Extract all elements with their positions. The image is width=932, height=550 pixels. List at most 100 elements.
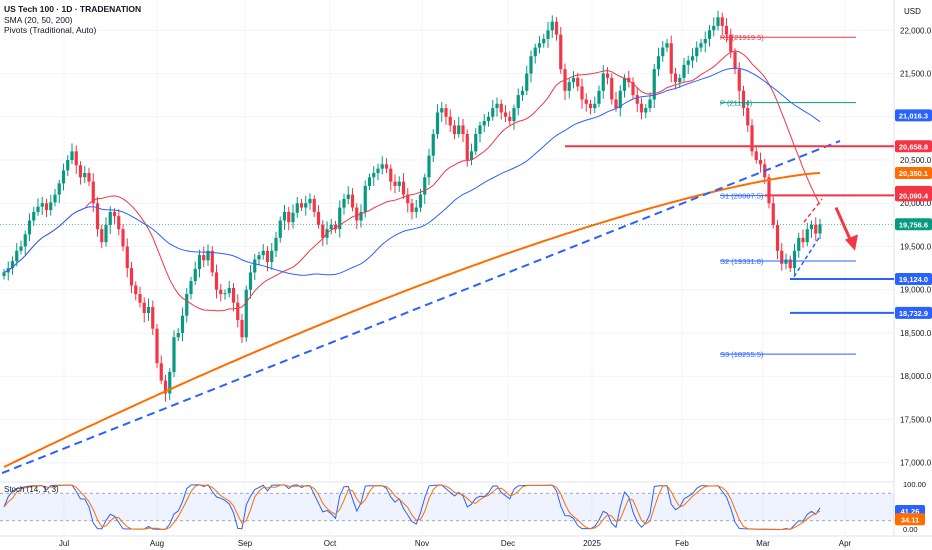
candle-body [240,320,244,338]
candle-body [724,25,729,35]
time-tick-label: 2025 [583,539,601,548]
candle-body [397,181,401,186]
candle-body [274,237,278,251]
candle-body [665,43,669,48]
stoch-d-line [3,484,821,531]
candle-body [36,206,40,212]
sma-legend: SMA (20, 50, 200) [4,14,73,25]
candle-body [376,168,380,173]
candle-body [567,82,571,91]
candle-body [529,56,533,74]
candle-body [287,211,291,223]
candle-body [146,307,151,314]
candle-body [219,289,223,295]
candles [2,10,822,402]
candle-body [712,25,716,31]
candle-body [444,108,448,117]
price-badge-bg [895,140,932,153]
candle-body [516,95,520,109]
candle-body [818,224,822,234]
candle-body [410,203,414,212]
price-tick-label: 20,500.0 [900,156,932,165]
candle-body [227,288,231,294]
candle-body [452,125,457,135]
price-tick-label: 17,000.0 [900,459,932,468]
candle-body [576,77,580,87]
candle-body [656,56,661,70]
candle-body [571,77,576,83]
candle-body [707,30,712,39]
time-tick-label: Jul [59,539,69,548]
candle-body [380,164,384,169]
candle-body [720,17,724,26]
candle-body [176,332,180,338]
candle-body [206,250,210,261]
price-tick-label: 18,000.0 [900,372,932,381]
candle-body [172,337,176,372]
price-badge-bg [895,166,932,179]
candle-body [265,250,270,263]
candle-body [159,363,163,381]
time-tick-label: Aug [150,539,164,548]
candle-body [593,103,597,109]
candle-body [223,293,227,295]
candle-body [614,99,618,109]
candle-body [750,125,754,152]
time-tick-label: Mar [756,539,770,548]
candle-body [355,207,359,221]
candle-body [584,99,588,104]
candle-body [622,77,627,91]
candle-body [401,181,406,195]
candle-body [214,272,219,290]
candle-body [525,73,529,91]
candle-body [304,203,308,208]
candle-body [329,224,333,230]
trendline-dashed [1,140,841,475]
candle-body [49,202,53,211]
candle-body [299,203,304,208]
candle-body [550,21,554,31]
candle-body [23,234,27,247]
candle-body [291,212,295,223]
candle-body [367,177,372,186]
time-tick-label: Sep [238,539,253,548]
candle-body [427,155,431,178]
candle-body [542,38,546,44]
candle-body [117,216,121,230]
candle-body [809,224,814,230]
pivots-legend: Pivots (Traditional, Auto) [4,25,97,35]
candle-body [308,198,312,204]
time-tick-label: Oct [324,539,337,548]
price-badge-bg [895,218,932,231]
price-tick-label: 20,000.0 [900,199,932,208]
candle-body [104,224,108,243]
candle-body [44,203,49,211]
candle-body [363,185,367,212]
stoch-d-badge-bg [895,513,925,526]
candle-body [512,108,516,122]
candle-body [333,224,338,230]
price-badge-bg [895,109,932,122]
candle-body [801,237,805,243]
price-badge-text: 20,090.4 [899,191,929,200]
candle-body [53,194,57,203]
price-badge-bg [895,189,932,202]
candle-body [435,112,440,135]
price-tick-label: 22,000.0 [900,26,932,35]
candle-body [788,259,792,269]
candle-body [423,177,427,195]
candle-body [108,211,112,225]
price-tick-label: 18,500.0 [900,329,932,338]
candle-body [495,103,499,109]
candle-body [716,17,720,26]
candle-body [682,64,686,78]
candle-body [185,294,189,316]
candle-body [338,207,342,230]
candle-body [121,229,125,247]
candle-body [100,229,104,243]
pivot-label: P (21164) [720,99,753,108]
price-badge-text: 20,350.1 [899,169,928,178]
candle-body [746,108,750,126]
candle-body [253,259,257,273]
